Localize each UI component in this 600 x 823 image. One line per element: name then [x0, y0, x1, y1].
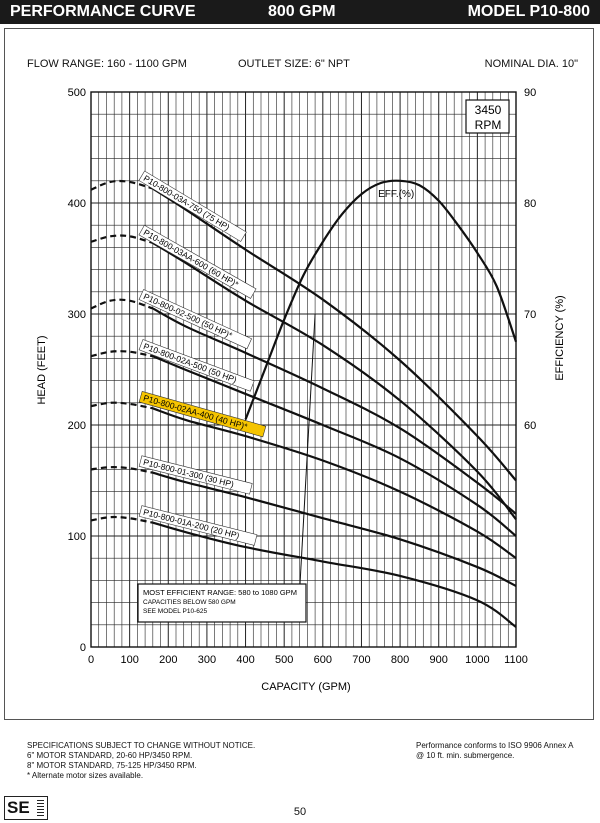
y2-axis-label: EFFICIENCY (%) [554, 295, 566, 380]
footer-right-line: Performance conforms to ISO 9906 Annex A [416, 741, 573, 751]
axis-ticks: 0 100 200 300 400 500 600 700 800 900 1000 1100 0 100… [68, 87, 537, 666]
annotation-text-line: CAPACITIES BELOW 580 GPM [143, 599, 236, 606]
efficiency-curve-label: EFF.(%) [378, 189, 414, 200]
footer-right: Performance conforms to ISO 9906 Annex A… [416, 741, 573, 761]
curve-label-group: P10-800-02-500 (50 HP)* [139, 290, 252, 349]
y-tick-label: 0 [80, 642, 86, 654]
footer-left-line: 6" MOTOR STANDARD, 20-60 HP/3450 RPM. [27, 751, 255, 761]
page-number: 50 [0, 806, 600, 818]
rpm-label-line1: 3450 [475, 103, 502, 117]
x-tick-label: 800 [391, 654, 409, 666]
y-tick-label: 500 [68, 87, 86, 99]
curve-label-text: P10-800-02A-500 (50 HP) [142, 341, 238, 385]
y2-tick-label: 80 [524, 198, 536, 210]
y2-tick-label: 60 [524, 420, 536, 432]
efficiency-curve [246, 181, 516, 420]
performance-chart: 0 100 200 300 400 500 600 700 800 900 1000 1100 0 100… [0, 0, 600, 700]
x-tick-label: 1000 [465, 654, 489, 666]
curve-label-text: P10-800-02-500 (50 HP)* [142, 291, 234, 340]
footer-right-line: @ 10 ft. min. submergence. [416, 751, 573, 761]
x-tick-label: 100 [120, 654, 138, 666]
x-tick-label: 700 [352, 654, 370, 666]
x-tick-label: 900 [430, 654, 448, 666]
x-tick-label: 1100 [504, 654, 528, 666]
rpm-box: 3450 RPM [466, 100, 509, 133]
y-tick-label: 300 [68, 309, 86, 321]
footer-left-line: 8" MOTOR STANDARD, 75-125 HP/3450 RPM. [27, 761, 255, 771]
curve-label-group: P10-800-01-300 (30 HP) [139, 456, 252, 494]
footer-left: SPECIFICATIONS SUBJECT TO CHANGE WITHOUT… [27, 741, 255, 781]
footer-left-line: * Alternate motor sizes available. [27, 771, 255, 781]
x-tick-label: 500 [275, 654, 293, 666]
plot-border [91, 92, 516, 647]
y-tick-label: 100 [68, 531, 86, 543]
y2-tick-label: 70 [524, 309, 536, 321]
x-tick-label: 600 [314, 654, 332, 666]
y-axis-label: HEAD (FEET) [36, 335, 48, 404]
annotation-text-line: SEE MODEL P10-625 [143, 608, 207, 615]
x-axis-label: CAPACITY (GPM) [261, 681, 350, 693]
y2-tick-label: 90 [524, 87, 536, 99]
curve-label-group: P10-800-02A-500 (50 HP) [139, 339, 254, 391]
rpm-label-line2: RPM [475, 118, 502, 132]
footer-left-line: SPECIFICATIONS SUBJECT TO CHANGE WITHOUT… [27, 741, 255, 751]
y-tick-label: 200 [68, 420, 86, 432]
x-tick-label: 400 [236, 654, 254, 666]
curve-label-text: P10-800-02AA-400 (40 HP)* [142, 393, 249, 432]
annotation-text-line: MOST EFFICIENT RANGE: 580 to 1080 GPM [143, 588, 297, 597]
chart-grid [91, 92, 516, 647]
curve-label-group: P10-800-01A-200 (20 HP) [139, 506, 257, 546]
x-tick-label: 200 [159, 654, 177, 666]
x-tick-label: 300 [198, 654, 216, 666]
y-tick-label: 400 [68, 198, 86, 210]
x-tick-label: 0 [88, 654, 94, 666]
